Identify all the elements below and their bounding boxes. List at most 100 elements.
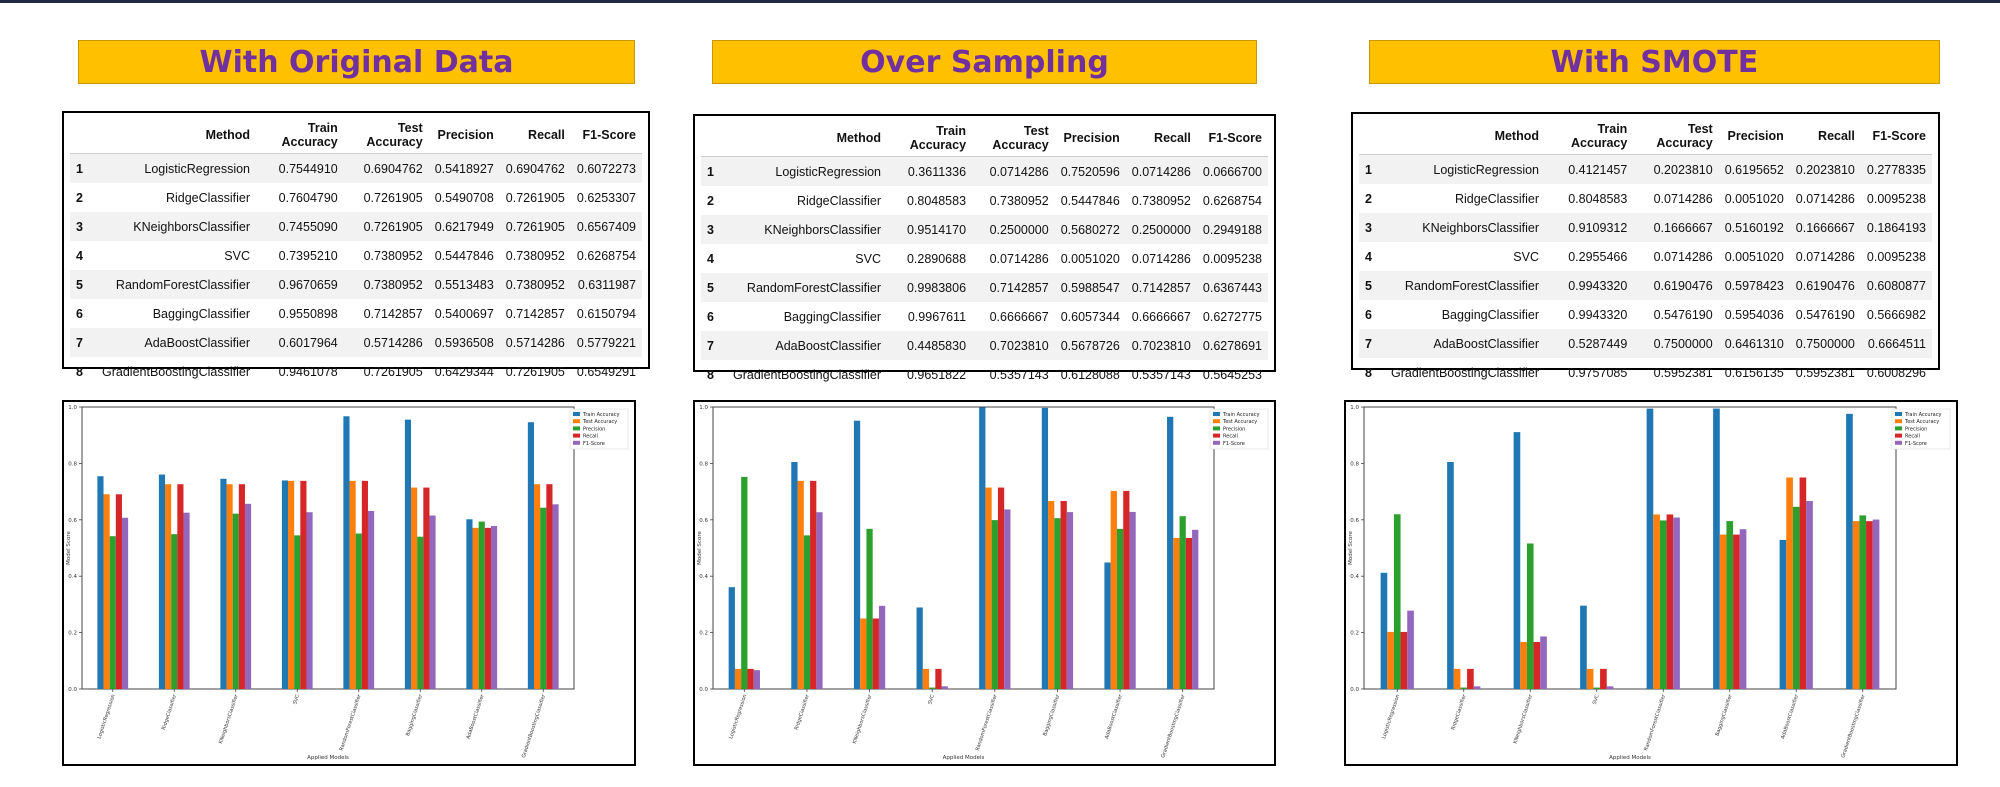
x-tick-label: LogisticRegression	[1381, 694, 1401, 740]
method-cell: LogisticRegression	[96, 153, 256, 183]
train-accuracy-cell: 0.2890688	[906, 251, 967, 266]
table-row: 1 LogisticRegression 0.3611336 0.0714286 0.7…	[701, 156, 1268, 186]
x-tick-label: SVC	[1592, 693, 1601, 705]
table-header-row: Method Train Accuracy Test Accuracy Prec…	[70, 117, 642, 154]
header-method: Method	[96, 117, 256, 154]
x-axis-label: Applied Models	[307, 755, 349, 761]
row-index: 6	[76, 306, 83, 321]
train-accuracy-cell: 0.9461078	[278, 364, 338, 379]
bar	[985, 487, 992, 689]
train-accuracy-cell: 0.9967611	[907, 309, 967, 324]
recall-cell: 0.0714286	[1131, 251, 1191, 266]
row-index: 7	[701, 331, 727, 360]
recall-cell: 0.6666667	[1131, 309, 1191, 324]
method-cell: GradientBoostingClassifier	[733, 367, 881, 382]
bar	[1779, 539, 1787, 689]
row-index: 3	[70, 212, 96, 241]
legend-swatch	[573, 426, 580, 431]
bar	[1110, 490, 1117, 689]
train-accuracy-cell: 0.4121457	[1545, 154, 1634, 184]
test-accuracy-cell: 0.7142857	[363, 306, 423, 321]
recall-cell: 0.7261905	[505, 364, 565, 379]
bar	[97, 476, 104, 689]
bar-chart-original-data: 0.0 0.2 0.4 0.6 0.8 1.0 LogisticRegression Ridg…	[66, 405, 629, 761]
recall-cell: 0.0714286	[1795, 191, 1855, 206]
method-cell: GradientBoostingClassifier	[102, 364, 250, 379]
bar	[1719, 534, 1727, 689]
bar	[1129, 511, 1136, 689]
x-tick-label: RandomForestClassifier	[1643, 693, 1667, 752]
precision-cell: 0.5490708	[434, 190, 494, 205]
recall-cell: 0.7142857	[505, 306, 565, 321]
precision-cell: 0.0051020	[1724, 191, 1784, 206]
f1-score-cell: 0.6072273	[570, 153, 642, 183]
banner-over-sampling: Over Sampling	[712, 40, 1257, 84]
test-accuracy-cell: 0.7261905	[343, 212, 429, 241]
test-accuracy-cell: 0.5357143	[989, 367, 1049, 382]
x-tick-label: GradientBoostingClassifier	[1840, 693, 1867, 759]
bar	[103, 494, 110, 689]
header-f1-score: F1-Score	[570, 117, 642, 154]
header-recall: Recall	[1125, 120, 1197, 157]
row-index: 5	[701, 273, 727, 302]
recall-cell: 0.1666667	[1789, 213, 1861, 242]
bar	[753, 670, 760, 689]
method-cell: LogisticRegression	[1385, 154, 1545, 184]
precision-cell: 0.6429344	[434, 364, 494, 379]
test-accuracy-cell: 0.5952381	[1653, 365, 1713, 380]
bar	[1380, 572, 1388, 689]
recall-cell: 0.2500000	[1125, 215, 1197, 244]
bar	[281, 480, 289, 689]
index-header	[701, 120, 727, 157]
legend-entry: Precision	[1223, 426, 1245, 432]
train-accuracy-cell: 0.3611336	[887, 156, 973, 186]
bar	[1041, 407, 1049, 689]
legend-swatch	[573, 419, 580, 424]
bar	[1393, 514, 1401, 689]
method-cell: AdaBoostClassifier	[96, 328, 256, 357]
legend-swatch	[1213, 440, 1220, 445]
header-train-accuracy: Train Accuracy	[1545, 118, 1634, 155]
bar	[423, 487, 430, 689]
chart-box-over-sampling: 0.0 0.2 0.4 0.6 0.8 1.0 LogisticRegression Ridg…	[693, 400, 1276, 766]
row-index: 1	[701, 156, 727, 186]
bar	[1739, 529, 1747, 689]
bar	[546, 484, 553, 689]
x-tick-label: AdaBoostClassifier	[1104, 693, 1124, 740]
bar	[478, 521, 485, 689]
method-cell: KNeighborsClassifier	[96, 212, 256, 241]
row-index: 7	[1359, 329, 1385, 358]
y-axis-label: Model Score	[697, 531, 703, 565]
f1-score-cell: 0.6272775	[1202, 309, 1262, 324]
table-over-sampling: Method Train Accuracy Test Accuracy Prec…	[693, 114, 1276, 382]
table-header-row: Method Train Accuracy Test Accuracy Prec…	[701, 120, 1268, 157]
x-tick-label: RandomForestClassifier	[339, 693, 363, 752]
bar	[232, 513, 239, 689]
method-cell: BaggingClassifier	[1441, 307, 1539, 322]
y-tick-label: 0.0	[699, 687, 708, 693]
test-accuracy-cell: 0.0714286	[972, 156, 1055, 186]
header-test-accuracy: Test Accuracy	[343, 117, 429, 154]
bar	[728, 587, 735, 689]
train-accuracy-cell: 0.9757085	[1568, 365, 1628, 380]
legend-entry: Test Accuracy	[1222, 419, 1257, 425]
header-recall: Recall	[1789, 118, 1861, 155]
legend-swatch	[1213, 426, 1220, 431]
x-tick-label: SVC	[927, 693, 936, 705]
method-cell: SVC	[224, 248, 250, 263]
train-accuracy-cell: 0.9514170	[887, 215, 973, 244]
bar	[1666, 514, 1674, 689]
f1-score-cell: 0.2778335	[1860, 154, 1932, 184]
header-method: Method	[1385, 118, 1545, 155]
header-precision: Precision	[1054, 120, 1126, 157]
precision-cell: 0.5678726	[1054, 331, 1126, 360]
bar	[158, 474, 166, 689]
train-accuracy-cell: 0.9943320	[1568, 307, 1628, 322]
row-index: 4	[76, 248, 83, 263]
y-tick-label: 1.0	[68, 405, 77, 411]
table-row: 3 KNeighborsClassifier 0.9514170 0.2500000 0…	[701, 215, 1268, 244]
method-cell: RidgeClassifier	[796, 193, 881, 208]
method-cell: RandomForestClassifier	[1385, 271, 1545, 300]
test-accuracy-cell: 0.6904762	[343, 153, 429, 183]
